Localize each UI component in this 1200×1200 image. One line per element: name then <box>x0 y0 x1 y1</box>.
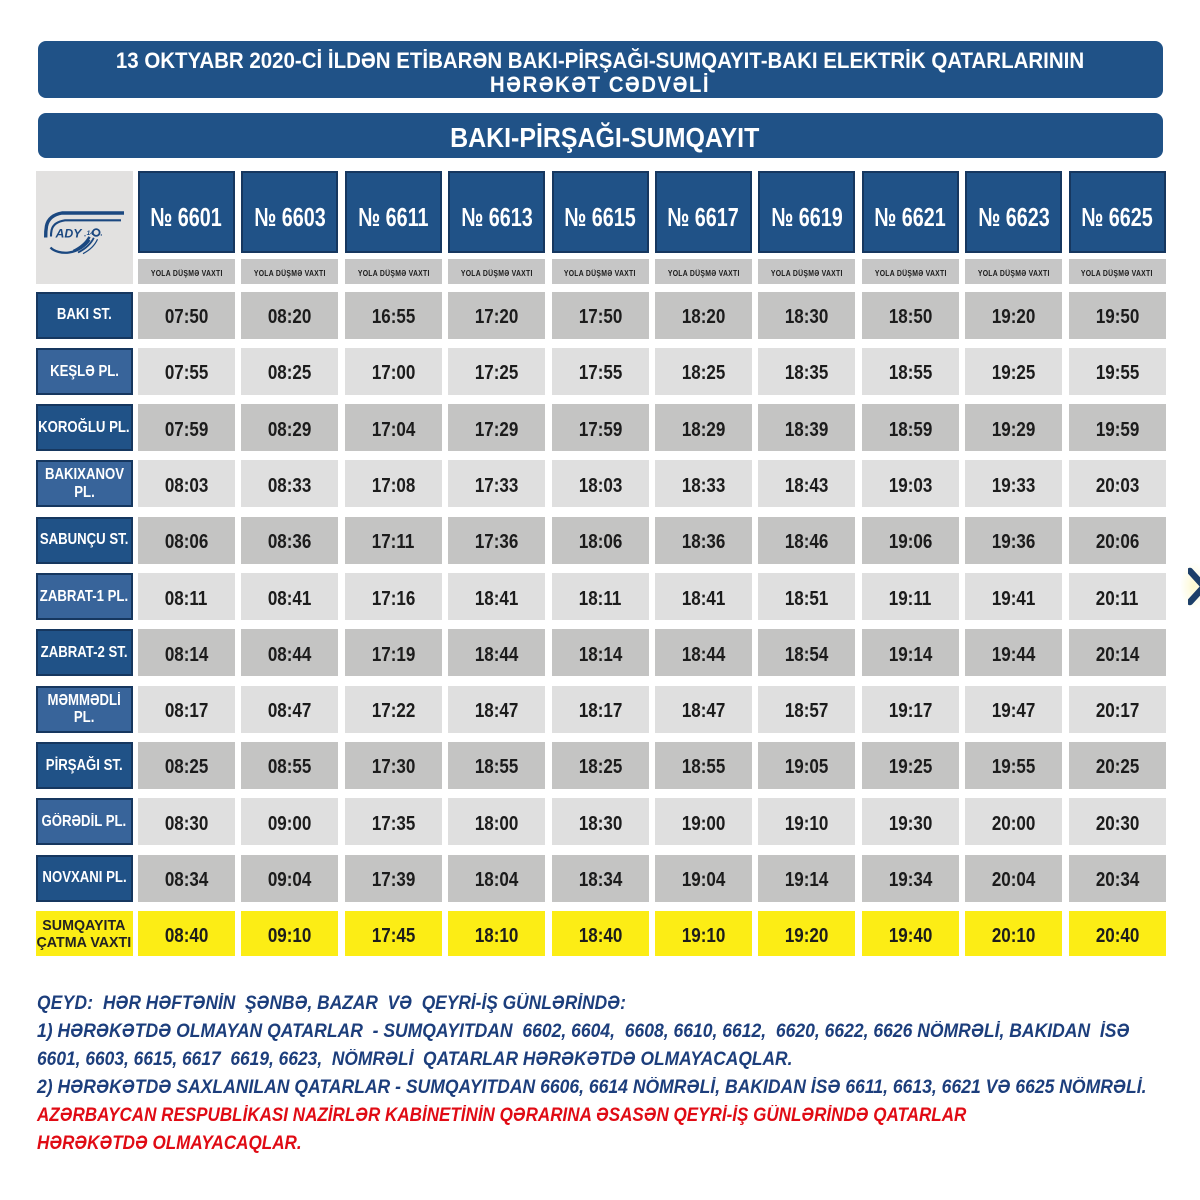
svg-text:14: 14 <box>87 229 95 236</box>
svg-text:ADY: ADY <box>55 226 84 240</box>
